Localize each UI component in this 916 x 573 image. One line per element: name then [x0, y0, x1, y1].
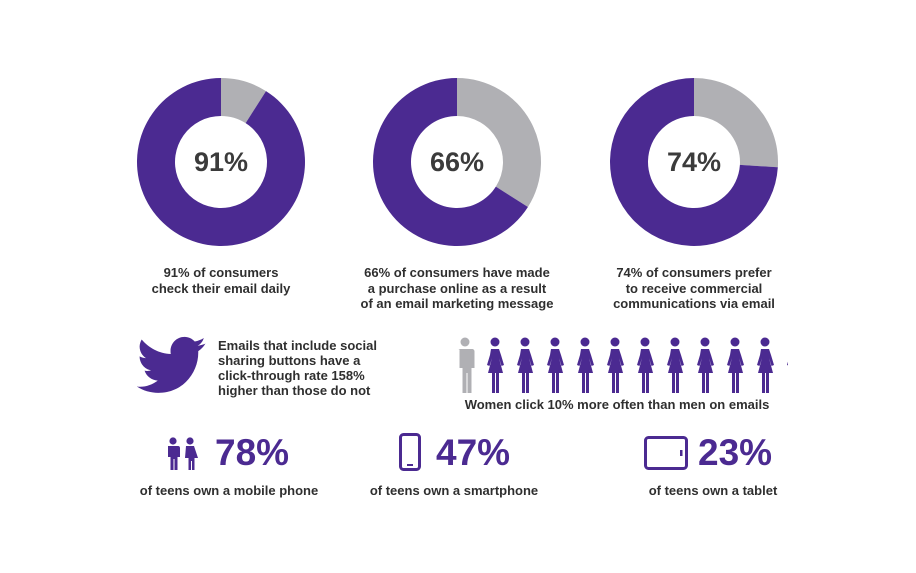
donut-3-caption: 74% of consumers prefer to receive comme… [594, 265, 794, 312]
woman-icon [487, 337, 504, 393]
donut-2-caption: 66% of consumers have made a purchase on… [357, 265, 557, 312]
twitter-bird-icon [137, 336, 206, 393]
stat-1-value: 78% [215, 432, 290, 473]
donut-1-label: 91% [193, 146, 249, 177]
donut-1-caption-line: 91% of consumers [163, 265, 279, 280]
donut-1-value-slice [137, 78, 305, 246]
woman-icon [547, 337, 564, 393]
donut-1-caption-line: check their email daily [151, 280, 291, 296]
woman-icon [577, 337, 594, 393]
woman-icon [727, 337, 744, 393]
gender-pictogram [458, 337, 788, 393]
donut-3-track-slice [694, 78, 778, 168]
donut-svg-2 [373, 78, 541, 246]
donut-3-caption-line: communications via email [613, 296, 775, 311]
stat-2-caption: of teens own a smartphone [369, 483, 539, 498]
woman-icon [637, 337, 654, 393]
donut-2-caption-line: of an email marketing message [360, 296, 554, 311]
tablet-icon [644, 436, 688, 470]
donut-2-label: 66% [429, 146, 485, 177]
twitter-stat-line: higher than those do not [218, 383, 371, 398]
donut-chart-2: 66% [372, 77, 542, 247]
woman-icon [667, 337, 684, 393]
woman-icon [607, 337, 624, 393]
donut-2-value-slice [373, 78, 528, 246]
donut-chart-1: 91% [136, 77, 306, 247]
stat-2-value: 47% [436, 432, 511, 473]
donut-svg-3 [610, 78, 778, 246]
woman-icon [787, 361, 788, 373]
donut-3-caption-line: to receive commercial [625, 280, 763, 296]
woman-icon [757, 337, 774, 393]
donut-svg-1 [137, 78, 305, 246]
twitter-stat-line: click-through rate 158% [218, 368, 365, 383]
donut-2-caption-line: a purchase online as a result [367, 280, 547, 296]
donut-1-track-slice [221, 78, 267, 124]
donut-1-caption: 91% of consumers check their email daily [121, 265, 321, 296]
woman-icon [697, 337, 714, 393]
donut-3-label: 74% [666, 146, 722, 177]
donut-3-caption-line: 74% of consumers prefer [616, 265, 772, 280]
stat-1-caption: of teens own a mobile phone [139, 483, 319, 498]
donut-chart-3: 74% [609, 77, 779, 247]
stat-3-caption: of teens own a tablet [648, 483, 778, 498]
donut-2-track-slice [457, 78, 541, 208]
donut-3-value-slice [610, 78, 778, 246]
twitter-stat-line: sharing buttons have a [218, 353, 361, 368]
twitter-stat-text: Emails that include social sharing butto… [218, 338, 398, 398]
smartphone-icon [399, 433, 421, 471]
gender-caption: Women click 10% more often than men on e… [464, 397, 770, 412]
man-icon [458, 337, 475, 393]
twitter-stat-line: Emails that include social [218, 338, 377, 353]
donut-2-caption-line: 66% of consumers have made [364, 265, 550, 280]
couple-icon [168, 437, 198, 470]
stat-3-value: 23% [698, 432, 773, 473]
woman-icon [517, 337, 534, 393]
